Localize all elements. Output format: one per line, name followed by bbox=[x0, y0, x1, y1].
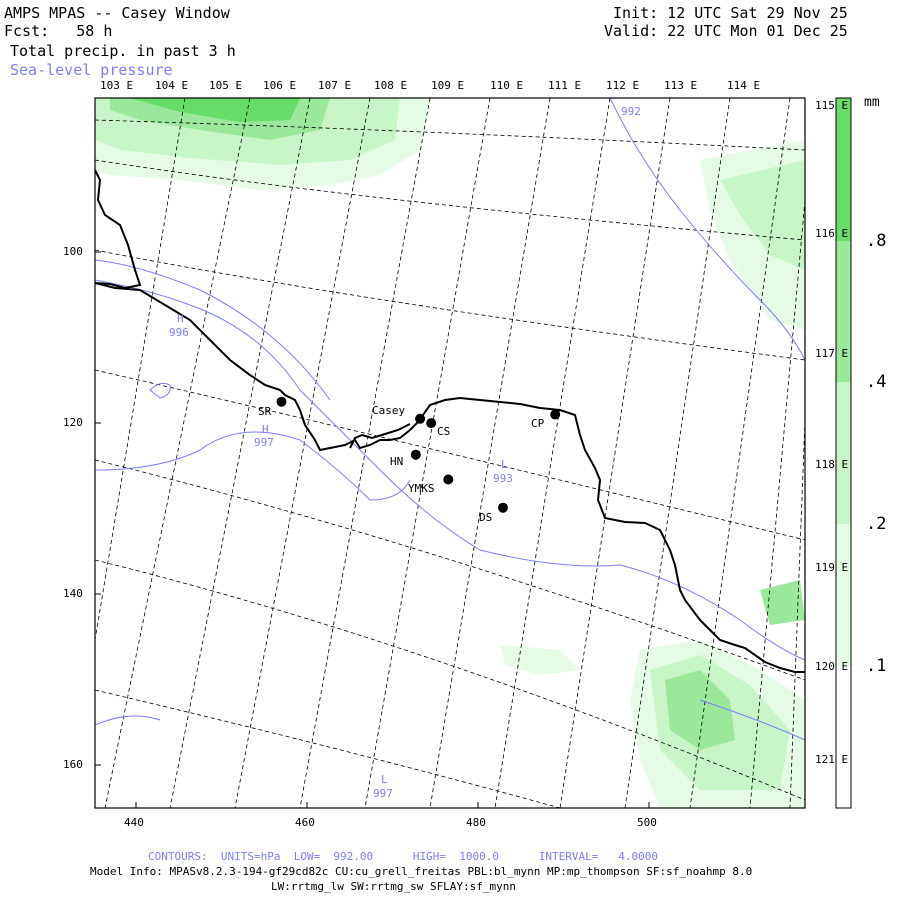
map-title: AMPS MPAS -- Casey Window bbox=[4, 4, 230, 22]
x-tick-label: 440 bbox=[124, 816, 144, 829]
pressure-value: 997 bbox=[254, 436, 274, 449]
station-label: YMKS bbox=[408, 482, 435, 495]
axis-ticks bbox=[95, 251, 650, 808]
station-marker bbox=[550, 409, 561, 420]
pressure-letter: H bbox=[262, 423, 269, 436]
colorbar-label: .2 bbox=[866, 514, 887, 534]
y-tick-label: 140 bbox=[63, 587, 83, 600]
lon-label: 109 E bbox=[431, 79, 465, 92]
lon-label: 114 E bbox=[727, 79, 761, 92]
colorbar-label: .4 bbox=[866, 372, 887, 392]
lon-label: 113 E bbox=[664, 79, 698, 92]
station-marker bbox=[276, 396, 287, 407]
lon-label: 111 E bbox=[548, 79, 582, 92]
x-tick-label: 460 bbox=[295, 816, 315, 829]
pressure-letter: L bbox=[381, 773, 388, 786]
forecast-hour: Fcst: 58 h bbox=[4, 22, 113, 40]
y-tick-label: 100 bbox=[63, 245, 83, 258]
lon-label-right: 118 E bbox=[815, 458, 849, 471]
pressure-value: 997 bbox=[373, 787, 393, 800]
station-label: Casey bbox=[372, 404, 406, 417]
lon-label: 106 E bbox=[263, 79, 297, 92]
pressure-letter: L bbox=[501, 458, 508, 471]
init-time: Init: 12 UTC Sat 29 Nov 25 bbox=[613, 4, 848, 22]
x-tick-label: 500 bbox=[637, 816, 657, 829]
valid-time: Valid: 22 UTC Mon 01 Dec 25 bbox=[604, 22, 848, 40]
colorbar-label: .8 bbox=[866, 231, 887, 251]
colorbar-unit: mm bbox=[864, 95, 880, 110]
model-info: Model Info: MPASv8.2.3-194-gf29cd82c CU:… bbox=[90, 865, 753, 878]
station-label: DS bbox=[479, 511, 493, 524]
station-label: HN bbox=[390, 455, 404, 468]
station-marker bbox=[410, 449, 421, 460]
lon-label-right: 121 E bbox=[815, 753, 849, 766]
stations bbox=[276, 396, 561, 513]
lon-label: 107 E bbox=[318, 79, 352, 92]
station-label: SR bbox=[258, 405, 272, 418]
plot-frame bbox=[94, 97, 806, 809]
station-marker bbox=[426, 418, 437, 429]
overlay-label: Sea-level pressure bbox=[10, 61, 173, 79]
lon-label: 110 E bbox=[490, 79, 524, 92]
contour-info: CONTOURS: UNITS=hPa LOW= 992.00 HIGH= 10… bbox=[148, 850, 658, 863]
station-label: CS bbox=[437, 425, 451, 438]
pressure-letter: H bbox=[177, 312, 184, 325]
station-marker bbox=[498, 502, 508, 513]
lon-label: 104 E bbox=[155, 79, 189, 92]
lon-label-right: 120 E bbox=[815, 660, 849, 673]
model-info-physics: LW:rrtmg_lw SW:rrtmg_sw SFLAY:sf_mynn bbox=[271, 880, 517, 893]
isobars bbox=[95, 98, 805, 741]
pressure-value: 993 bbox=[493, 472, 513, 485]
lon-label-right: 115 E bbox=[815, 99, 849, 112]
lon-label: 105 E bbox=[209, 79, 243, 92]
coastline bbox=[95, 169, 805, 673]
y-tick-label: 120 bbox=[63, 416, 83, 429]
field-label: Total precip. in past 3 h bbox=[10, 42, 236, 60]
lon-label-right: 117 E bbox=[815, 347, 849, 360]
latitude-lines bbox=[95, 119, 805, 808]
station-marker bbox=[415, 413, 426, 424]
lon-label: 103 E bbox=[100, 79, 134, 92]
colorbar bbox=[835, 97, 852, 809]
pressure-value: 992 bbox=[621, 105, 641, 118]
longitude-lines bbox=[95, 98, 805, 808]
lon-label: 108 E bbox=[374, 79, 408, 92]
colorbar-label: .1 bbox=[866, 656, 887, 676]
station-label: CP bbox=[531, 417, 545, 430]
precip-shading bbox=[95, 98, 805, 808]
lon-label: 112 E bbox=[606, 79, 640, 92]
x-tick-label: 480 bbox=[466, 816, 486, 829]
pressure-value: 996 bbox=[169, 326, 189, 339]
lon-label-right: 119 E bbox=[815, 561, 849, 574]
lon-label-right: 116 E bbox=[815, 227, 849, 240]
station-marker bbox=[443, 474, 454, 485]
y-tick-label: 160 bbox=[63, 758, 83, 771]
